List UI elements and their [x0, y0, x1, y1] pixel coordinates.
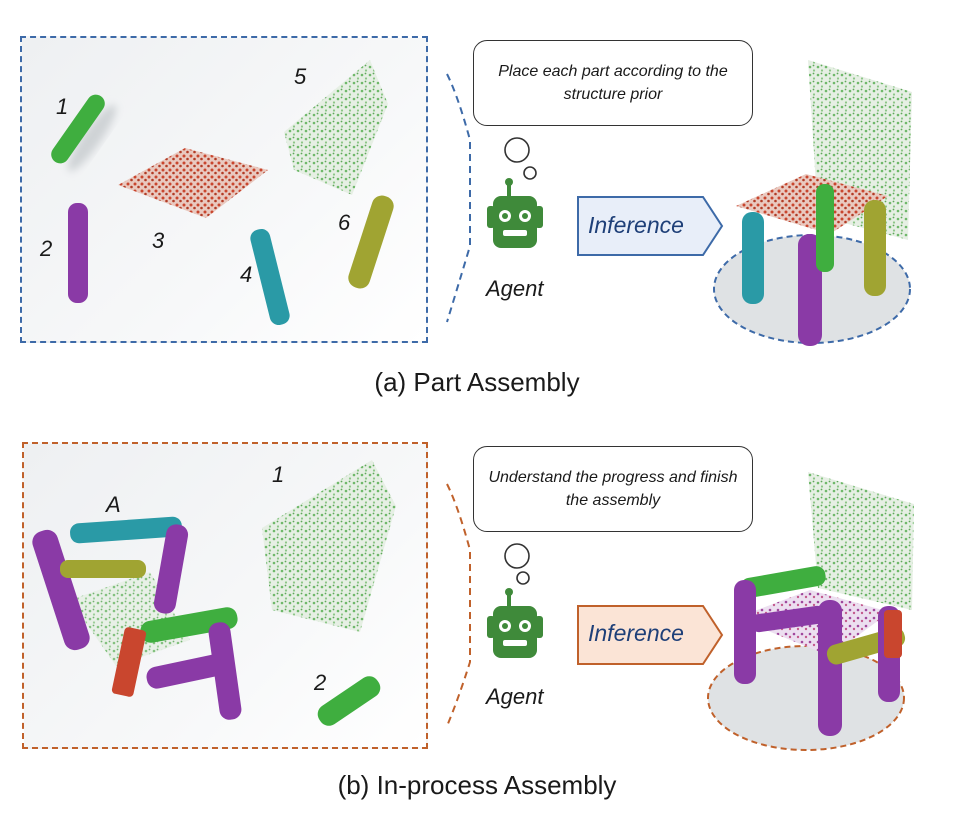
part-label-1-b: 1: [272, 462, 285, 487]
part-5-green-back: [284, 60, 388, 195]
inference-arrow-b: [577, 605, 724, 665]
agent-label-b: Agent: [486, 684, 544, 709]
part-label-2-a: 2: [40, 236, 53, 261]
part-1-green-back-b: [262, 460, 396, 632]
robot-icon-a: [487, 178, 543, 248]
partial-chair-a: [32, 516, 242, 720]
part-label-3-a: 3: [152, 228, 165, 253]
caption-b: (b) In-process Assembly: [337, 770, 617, 800]
thought-bubble-small-a: [523, 166, 537, 180]
inference-label-b: Inference: [588, 620, 684, 646]
caption-a: (a) Part Assembly: [374, 367, 580, 397]
part-4-teal-leg: [250, 228, 290, 326]
part-label-A-b: A: [106, 492, 121, 517]
part-2-green-leg-b: [317, 676, 381, 726]
part-3-red-seat: [118, 148, 268, 218]
bracket-connector-b: [446, 483, 471, 727]
thought-bubble-small-b: [516, 571, 530, 585]
part-label-1-a: 1: [56, 94, 69, 119]
part-label-4-a: 4: [240, 262, 253, 287]
thought-bubble-large-b: [504, 543, 530, 569]
robot-icon-b: [487, 588, 543, 658]
assembled-chair-a: [713, 60, 912, 346]
speech-bubble-b: Understand the progress and finish the a…: [473, 446, 753, 532]
part-6-olive-leg: [348, 195, 394, 289]
part-label-2-b: 2: [314, 670, 327, 695]
thought-bubble-large-a: [504, 137, 530, 163]
inference-arrow-a: [577, 196, 724, 256]
part-label-6-a: 6: [338, 210, 351, 235]
bracket-connector-a: [446, 73, 471, 323]
part-2-purple-leg: [68, 203, 88, 303]
part-1-green-leg: [51, 94, 117, 172]
completed-chair-b: [707, 472, 914, 751]
part-label-5-a: 5: [294, 64, 307, 89]
agent-label-a: Agent: [486, 276, 544, 301]
inference-label-a: Inference: [588, 212, 684, 238]
speech-bubble-a: Place each part according to the structu…: [473, 40, 753, 126]
